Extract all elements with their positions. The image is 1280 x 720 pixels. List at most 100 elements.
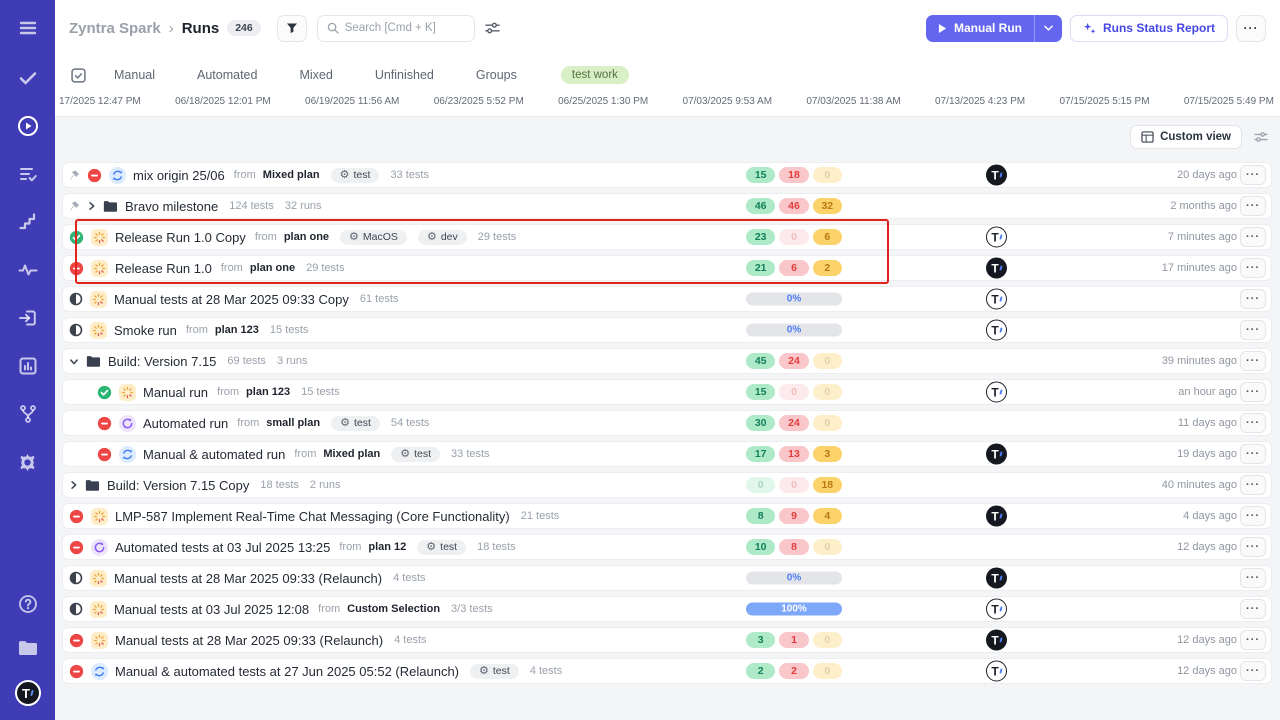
row-more-button[interactable]: ···: [1240, 227, 1266, 247]
run-name[interactable]: Build: Version 7.15: [108, 353, 217, 369]
edit-tabs-icon[interactable]: [71, 67, 86, 83]
run-name[interactable]: Manual & automated run: [143, 446, 286, 462]
run-row[interactable]: Manual & automated tests at 27 Jun 2025 …: [62, 658, 1272, 684]
search-settings-icon[interactable]: [484, 21, 500, 35]
search-input[interactable]: Search [Cmd + K]: [316, 14, 475, 42]
avatar[interactable]: T: [986, 319, 1007, 341]
run-name[interactable]: Manual tests at 28 Mar 2025 09:33 (Relau…: [115, 632, 384, 648]
run-name[interactable]: LMP-587 Implement Real-Time Chat Messagi…: [115, 508, 510, 524]
row-more-button[interactable]: ···: [1240, 382, 1266, 402]
row-more-button[interactable]: ···: [1240, 475, 1266, 495]
run-name[interactable]: Manual tests at 28 Mar 2025 09:33 (Relau…: [114, 570, 383, 586]
run-row[interactable]: LMP-587 Implement Real-Time Chat Messagi…: [62, 503, 1272, 529]
run-name[interactable]: Build: Version 7.15 Copy: [107, 477, 250, 493]
tests-check-icon[interactable]: [16, 66, 40, 90]
header-more-button[interactable]: ···: [1236, 14, 1266, 42]
plan-name[interactable]: small plan: [266, 417, 321, 429]
runs-status-report-button[interactable]: Runs Status Report: [1069, 14, 1228, 42]
tab-manual[interactable]: Manual: [114, 68, 155, 82]
analytics-pulse-icon[interactable]: [16, 258, 40, 282]
row-more-button[interactable]: ···: [1240, 165, 1266, 185]
tab-mixed[interactable]: Mixed: [299, 68, 333, 82]
run-row[interactable]: Release Run 1.0 from plan one 29 tests 21 6 2 T…: [62, 255, 1272, 281]
run-row[interactable]: Manual tests at 28 Mar 2025 09:33 Copy 61…: [62, 286, 1272, 312]
plan-name[interactable]: plan 123: [246, 386, 291, 398]
run-name[interactable]: Smoke run: [114, 322, 177, 338]
env-badge[interactable]: ⚙ test: [331, 415, 380, 431]
reports-chart-icon[interactable]: [16, 354, 40, 378]
custom-view-button[interactable]: Custom view: [1130, 125, 1242, 149]
settings-gear-icon[interactable]: [16, 450, 40, 474]
run-row[interactable]: Manual tests at 28 Mar 2025 09:33 (Relau…: [62, 627, 1272, 653]
expand-chevron-icon[interactable]: [87, 201, 96, 211]
run-name[interactable]: Release Run 1.0: [115, 260, 212, 276]
help-icon[interactable]: [16, 592, 40, 616]
view-settings-icon[interactable]: [1254, 131, 1268, 143]
run-name[interactable]: Manual tests at 03 Jul 2025 12:08: [114, 601, 310, 617]
plan-name[interactable]: Mixed plan: [262, 169, 320, 181]
avatar[interactable]: T: [986, 288, 1007, 310]
plan-name[interactable]: Mixed plan: [323, 448, 381, 460]
avatar[interactable]: T: [986, 381, 1007, 403]
run-row[interactable]: Manual tests at 28 Mar 2025 09:33 (Relau…: [62, 565, 1272, 591]
row-more-button[interactable]: ···: [1240, 413, 1266, 433]
avatar[interactable]: T: [986, 567, 1007, 589]
avatar[interactable]: T: [986, 226, 1007, 248]
row-more-button[interactable]: ···: [1240, 599, 1266, 619]
test-plans-icon[interactable]: [16, 162, 40, 186]
avatar[interactable]: T: [986, 660, 1007, 682]
avatar[interactable]: T: [986, 505, 1007, 527]
run-row[interactable]: Smoke run from plan 123 15 tests 0% T ···: [62, 317, 1272, 343]
runs-play-icon[interactable]: [16, 114, 40, 138]
run-row[interactable]: Release Run 1.0 Copy from plan one ⚙ MacOS ⚙ d…: [62, 224, 1272, 250]
run-name[interactable]: Manual tests at 28 Mar 2025 09:33 Copy: [114, 291, 349, 307]
tab-automated[interactable]: Automated: [197, 68, 258, 82]
run-name[interactable]: Manual & automated tests at 27 Jun 2025 …: [115, 663, 459, 679]
row-more-button[interactable]: ···: [1240, 537, 1266, 557]
run-name[interactable]: Automated tests at 03 Jul 2025 13:25: [115, 539, 331, 555]
run-row[interactable]: Bravo milestone 124 tests 32 runs 46 46 32 2 m…: [62, 193, 1272, 219]
run-row[interactable]: Build: Version 7.15 69 tests 3 runs 45 24 0 39…: [62, 348, 1272, 374]
avatar[interactable]: T: [986, 629, 1007, 651]
run-name[interactable]: Bravo milestone: [125, 198, 219, 214]
env-badge[interactable]: ⚙ test: [330, 167, 380, 183]
run-row[interactable]: mix origin 25/06 from Mixed plan ⚙ test 33 te…: [62, 162, 1272, 188]
run-name[interactable]: Automated run: [143, 415, 229, 431]
run-name[interactable]: Manual run: [143, 384, 209, 400]
expand-chevron-icon[interactable]: [69, 480, 78, 490]
plan-name[interactable]: plan one: [249, 262, 296, 274]
plan-name[interactable]: plan 12: [368, 541, 407, 553]
tab-unfinished[interactable]: Unfinished: [374, 68, 434, 82]
row-more-button[interactable]: ···: [1240, 444, 1266, 464]
filter-button[interactable]: [276, 14, 307, 42]
avatar[interactable]: T: [986, 164, 1007, 186]
avatar[interactable]: T: [986, 257, 1007, 279]
env-badge[interactable]: ⚙ test: [470, 663, 519, 679]
env-badge[interactable]: ⚙ MacOS: [340, 229, 407, 245]
plan-name[interactable]: plan one: [283, 231, 330, 243]
collapse-chevron-icon[interactable]: [69, 357, 79, 366]
run-name[interactable]: mix origin 25/06: [133, 167, 225, 183]
milestones-steps-icon[interactable]: [16, 210, 40, 234]
row-more-button[interactable]: ···: [1240, 289, 1266, 309]
breadcrumb-project[interactable]: Zyntra Spark: [69, 19, 161, 37]
manual-run-button[interactable]: Manual Run: [925, 14, 1062, 42]
run-row[interactable]: Automated tests at 03 Jul 2025 13:25 from…: [62, 534, 1272, 560]
branches-icon[interactable]: [16, 402, 40, 426]
run-row[interactable]: Manual tests at 03 Jul 2025 12:08 from Cus…: [62, 596, 1272, 622]
run-row[interactable]: Build: Version 7.15 Copy 18 tests 2 runs 0 0…: [62, 472, 1272, 498]
avatar[interactable]: T: [986, 443, 1007, 465]
run-row[interactable]: Automated run from small plan ⚙ test 54 tests…: [62, 410, 1272, 436]
row-more-button[interactable]: ···: [1240, 661, 1266, 681]
row-more-button[interactable]: ···: [1240, 506, 1266, 526]
row-more-button[interactable]: ···: [1240, 258, 1266, 278]
row-more-button[interactable]: ···: [1240, 568, 1266, 588]
avatar[interactable]: T: [986, 598, 1007, 620]
tab-groups[interactable]: Groups: [475, 68, 517, 82]
manual-run-dropdown[interactable]: [1035, 25, 1062, 32]
tag-test-work[interactable]: test work: [560, 66, 629, 84]
row-more-button[interactable]: ···: [1240, 320, 1266, 340]
account-avatar[interactable]: T: [14, 680, 41, 706]
env-badge[interactable]: ⚙ test: [417, 539, 467, 555]
